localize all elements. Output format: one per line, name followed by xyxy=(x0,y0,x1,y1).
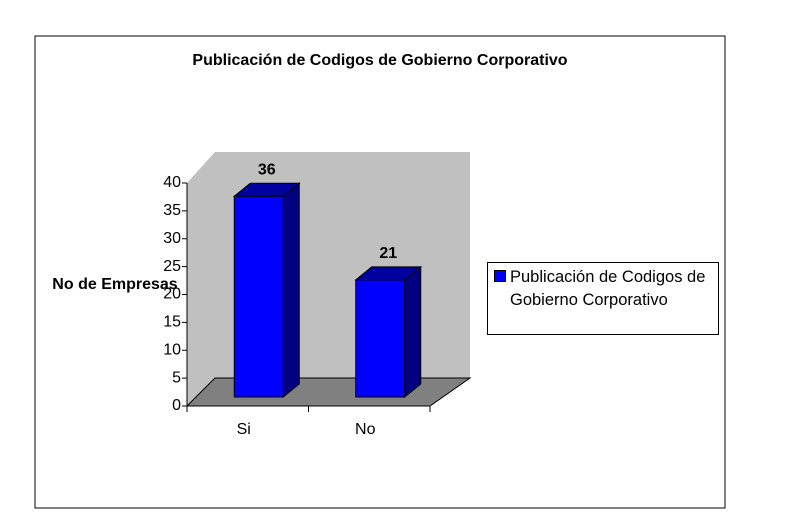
value-label: 36 xyxy=(258,162,276,179)
bar xyxy=(355,279,406,398)
legend-label: Publicación de Codigos de Gobierno Corpo… xyxy=(510,268,706,309)
y-tick-label: 0 xyxy=(172,397,181,414)
legend-swatch xyxy=(494,270,506,282)
y-tick-label: 40 xyxy=(163,174,181,191)
y-tick-label: 10 xyxy=(163,341,181,358)
y-tick-label: 5 xyxy=(172,369,181,386)
back-wall xyxy=(187,152,470,406)
y-tick-label: 30 xyxy=(163,230,181,247)
chart-title: Publicación de Codigos de Gobierno Corpo… xyxy=(192,52,567,69)
y-tick-label: 20 xyxy=(163,286,181,303)
value-label: 21 xyxy=(379,245,397,262)
y-tick-label: 15 xyxy=(163,314,181,331)
legend: Publicación de Codigos de Gobierno Corpo… xyxy=(487,262,719,335)
y-tick-label: 35 xyxy=(163,202,181,219)
floor xyxy=(185,377,472,407)
bar-side xyxy=(404,265,422,399)
y-tick-label: 25 xyxy=(163,258,181,275)
x-tick-label: Si xyxy=(237,421,251,438)
x-tick-label: No xyxy=(355,421,376,438)
bar xyxy=(233,195,284,398)
bar-side xyxy=(282,182,300,399)
y-axis-title: No de Empresas xyxy=(52,276,178,293)
